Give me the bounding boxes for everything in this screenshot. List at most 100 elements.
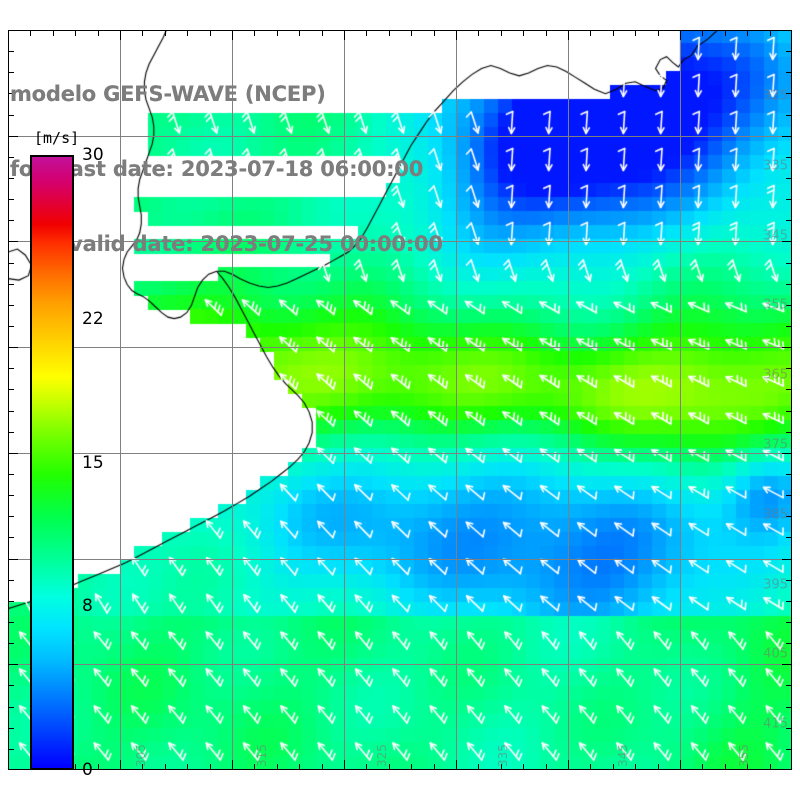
colorbar-tick-30: 30 xyxy=(82,145,104,165)
axis-tick xyxy=(568,30,569,40)
axis-tick xyxy=(680,760,681,770)
axis-tick xyxy=(8,157,14,158)
axis-tick xyxy=(8,664,18,665)
axis-tick xyxy=(299,764,300,770)
axis-tick xyxy=(786,537,792,538)
axis-label-right: 335 xyxy=(763,158,788,174)
axis-tick xyxy=(635,764,636,770)
axis-tick xyxy=(8,263,14,264)
axis-tick xyxy=(501,764,502,770)
axis-label-right: 385 xyxy=(763,507,788,523)
axis-tick xyxy=(786,157,792,158)
axis-tick xyxy=(546,30,547,36)
axis-tick xyxy=(786,516,792,517)
axis-tick xyxy=(8,347,18,348)
axis-tick xyxy=(344,30,345,40)
axis-tick xyxy=(120,760,121,770)
axis-label-right: 375 xyxy=(763,437,788,453)
axis-tick xyxy=(786,685,792,686)
axis-tick xyxy=(635,30,636,36)
axis-tick xyxy=(786,51,792,52)
axis-tick xyxy=(782,241,792,242)
axis-tick xyxy=(8,516,14,517)
gridline-horizontal xyxy=(8,559,792,560)
axis-label-right: 345 xyxy=(763,228,788,244)
axis-tick xyxy=(254,30,255,36)
axis-tick xyxy=(523,764,524,770)
axis-label-right: 395 xyxy=(763,577,788,593)
axis-tick xyxy=(411,764,412,770)
axis-tick xyxy=(725,764,726,770)
axis-tick xyxy=(411,30,412,36)
axis-tick xyxy=(322,764,323,770)
axis-tick xyxy=(8,601,14,602)
gridline-vertical xyxy=(568,30,569,770)
axis-tick xyxy=(98,30,99,36)
axis-tick xyxy=(568,760,569,770)
axis-tick xyxy=(658,764,659,770)
axis-tick xyxy=(8,30,18,31)
axis-tick xyxy=(8,115,14,116)
axis-tick xyxy=(8,728,14,729)
axis-tick xyxy=(187,764,188,770)
axis-tick xyxy=(8,51,14,52)
axis-tick xyxy=(456,30,457,40)
axis-tick xyxy=(299,30,300,36)
axis-tick xyxy=(702,30,703,36)
axis-label-bottom: 345 xyxy=(616,744,630,767)
axis-tick xyxy=(786,728,792,729)
axis-tick xyxy=(8,199,14,200)
axis-tick xyxy=(613,764,614,770)
axis-tick xyxy=(782,30,792,31)
gridline-horizontal xyxy=(8,241,792,242)
axis-tick xyxy=(782,559,792,560)
axis-tick xyxy=(366,30,367,36)
axis-tick xyxy=(277,30,278,36)
axis-tick xyxy=(501,30,502,36)
axis-tick xyxy=(786,411,792,412)
axis-tick xyxy=(786,622,792,623)
gridline-vertical xyxy=(120,30,121,770)
axis-tick xyxy=(786,749,792,750)
axis-tick xyxy=(702,764,703,770)
axis-tick xyxy=(523,30,524,36)
axis-tick xyxy=(8,749,14,750)
axis-tick xyxy=(782,453,792,454)
axis-tick xyxy=(786,432,792,433)
axis-tick xyxy=(786,389,792,390)
axis-tick xyxy=(786,368,792,369)
axis-tick xyxy=(786,284,792,285)
axis-tick xyxy=(786,115,792,116)
axis-tick xyxy=(8,474,14,475)
axis-tick xyxy=(389,764,390,770)
map-plot-area: 325 335 345 355 365 375 385 395 405 415 305 315 325 3… xyxy=(8,30,792,770)
axis-tick xyxy=(8,368,14,369)
axis-tick xyxy=(75,764,76,770)
colorbar-unit-label: [m/s] xyxy=(34,129,80,147)
axis-tick xyxy=(8,411,14,412)
axis-tick xyxy=(786,601,792,602)
axis-tick xyxy=(456,760,457,770)
axis-tick xyxy=(8,389,14,390)
axis-tick xyxy=(8,220,14,221)
figure-title-block: modelo GEFS-WAVE (NCEP) forecast date: 2… xyxy=(10,32,502,307)
gridline-horizontal xyxy=(8,136,792,137)
axis-tick xyxy=(786,643,792,644)
title-model: modelo GEFS-WAVE (NCEP) xyxy=(10,82,326,106)
axis-tick xyxy=(344,760,345,770)
axis-tick xyxy=(786,305,792,306)
axis-tick xyxy=(786,707,792,708)
axis-label-right: 325 xyxy=(763,88,788,104)
axis-label-bottom: 305 xyxy=(134,744,148,767)
axis-tick xyxy=(210,30,211,36)
axis-tick xyxy=(75,30,76,36)
axis-tick xyxy=(770,30,771,36)
axis-tick xyxy=(8,30,9,40)
axis-tick xyxy=(8,241,18,242)
axis-tick xyxy=(232,760,233,770)
axis-label-right: 365 xyxy=(763,367,788,383)
axis-tick xyxy=(680,30,681,40)
axis-tick xyxy=(8,178,14,179)
axis-tick xyxy=(389,30,390,36)
